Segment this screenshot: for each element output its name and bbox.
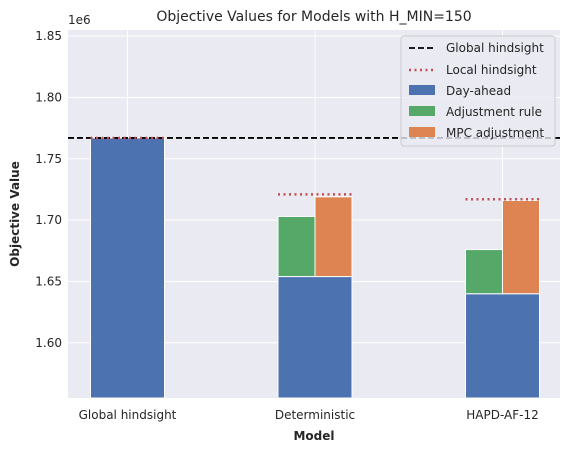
y-tick-label: 1.80 [35, 90, 62, 104]
legend-label-global-hindsight: Global hindsight [446, 41, 544, 55]
legend-swatch-day-ahead [409, 85, 435, 95]
y-axis-label: Objective Value [8, 161, 22, 267]
x-tick-label: HAPD-AF-12 [466, 408, 539, 422]
y-tick-label: 1.85 [35, 29, 62, 43]
legend-label-adjustment-rule: Adjustment rule [446, 105, 542, 119]
bar-adjustment-rule-hapd-af-12 [465, 249, 503, 295]
y-tick-label: 1.70 [35, 213, 62, 227]
bar-adjustment-rule-deterministic [277, 215, 316, 278]
bar-day-ahead-hapd-af-12 [465, 293, 540, 399]
bar-day-ahead-global-hindsight [90, 137, 165, 399]
x-tick-label: Deterministic [275, 408, 355, 422]
chart-title: Objective Values for Models with H_MIN=1… [156, 9, 471, 25]
legend-swatch-adjustment-rule [409, 106, 435, 116]
legend-swatch-mpc-adjustment [409, 127, 435, 137]
bar-day-ahead-deterministic [277, 276, 353, 399]
y-tick-label: 1.65 [35, 274, 62, 288]
legend-label-local-hindsight: Local hindsight [446, 63, 537, 77]
bars-layer [90, 137, 540, 399]
y-tick-label: 1.75 [35, 152, 62, 166]
bar-mpc-adjustment-hapd-af-12 [502, 200, 540, 295]
legend-label-day-ahead: Day-ahead [446, 84, 511, 98]
y-multiplier-label: 1e6 [68, 13, 91, 27]
legend-box [400, 35, 556, 147]
legend: Global hindsight Local hindsight Day-ahe… [400, 35, 556, 147]
x-axis-label: Model [293, 429, 334, 443]
bar-mpc-adjustment-deterministic [314, 196, 353, 278]
x-tick-label: Global hindsight [79, 408, 177, 422]
ticks-layer: 1.60 1.65 1.70 1.75 1.80 1.85 Global hindsight… [35, 29, 538, 422]
y-tick-label: 1.60 [35, 336, 62, 350]
legend-label-mpc-adjustment: MPC adjustment [446, 126, 544, 140]
